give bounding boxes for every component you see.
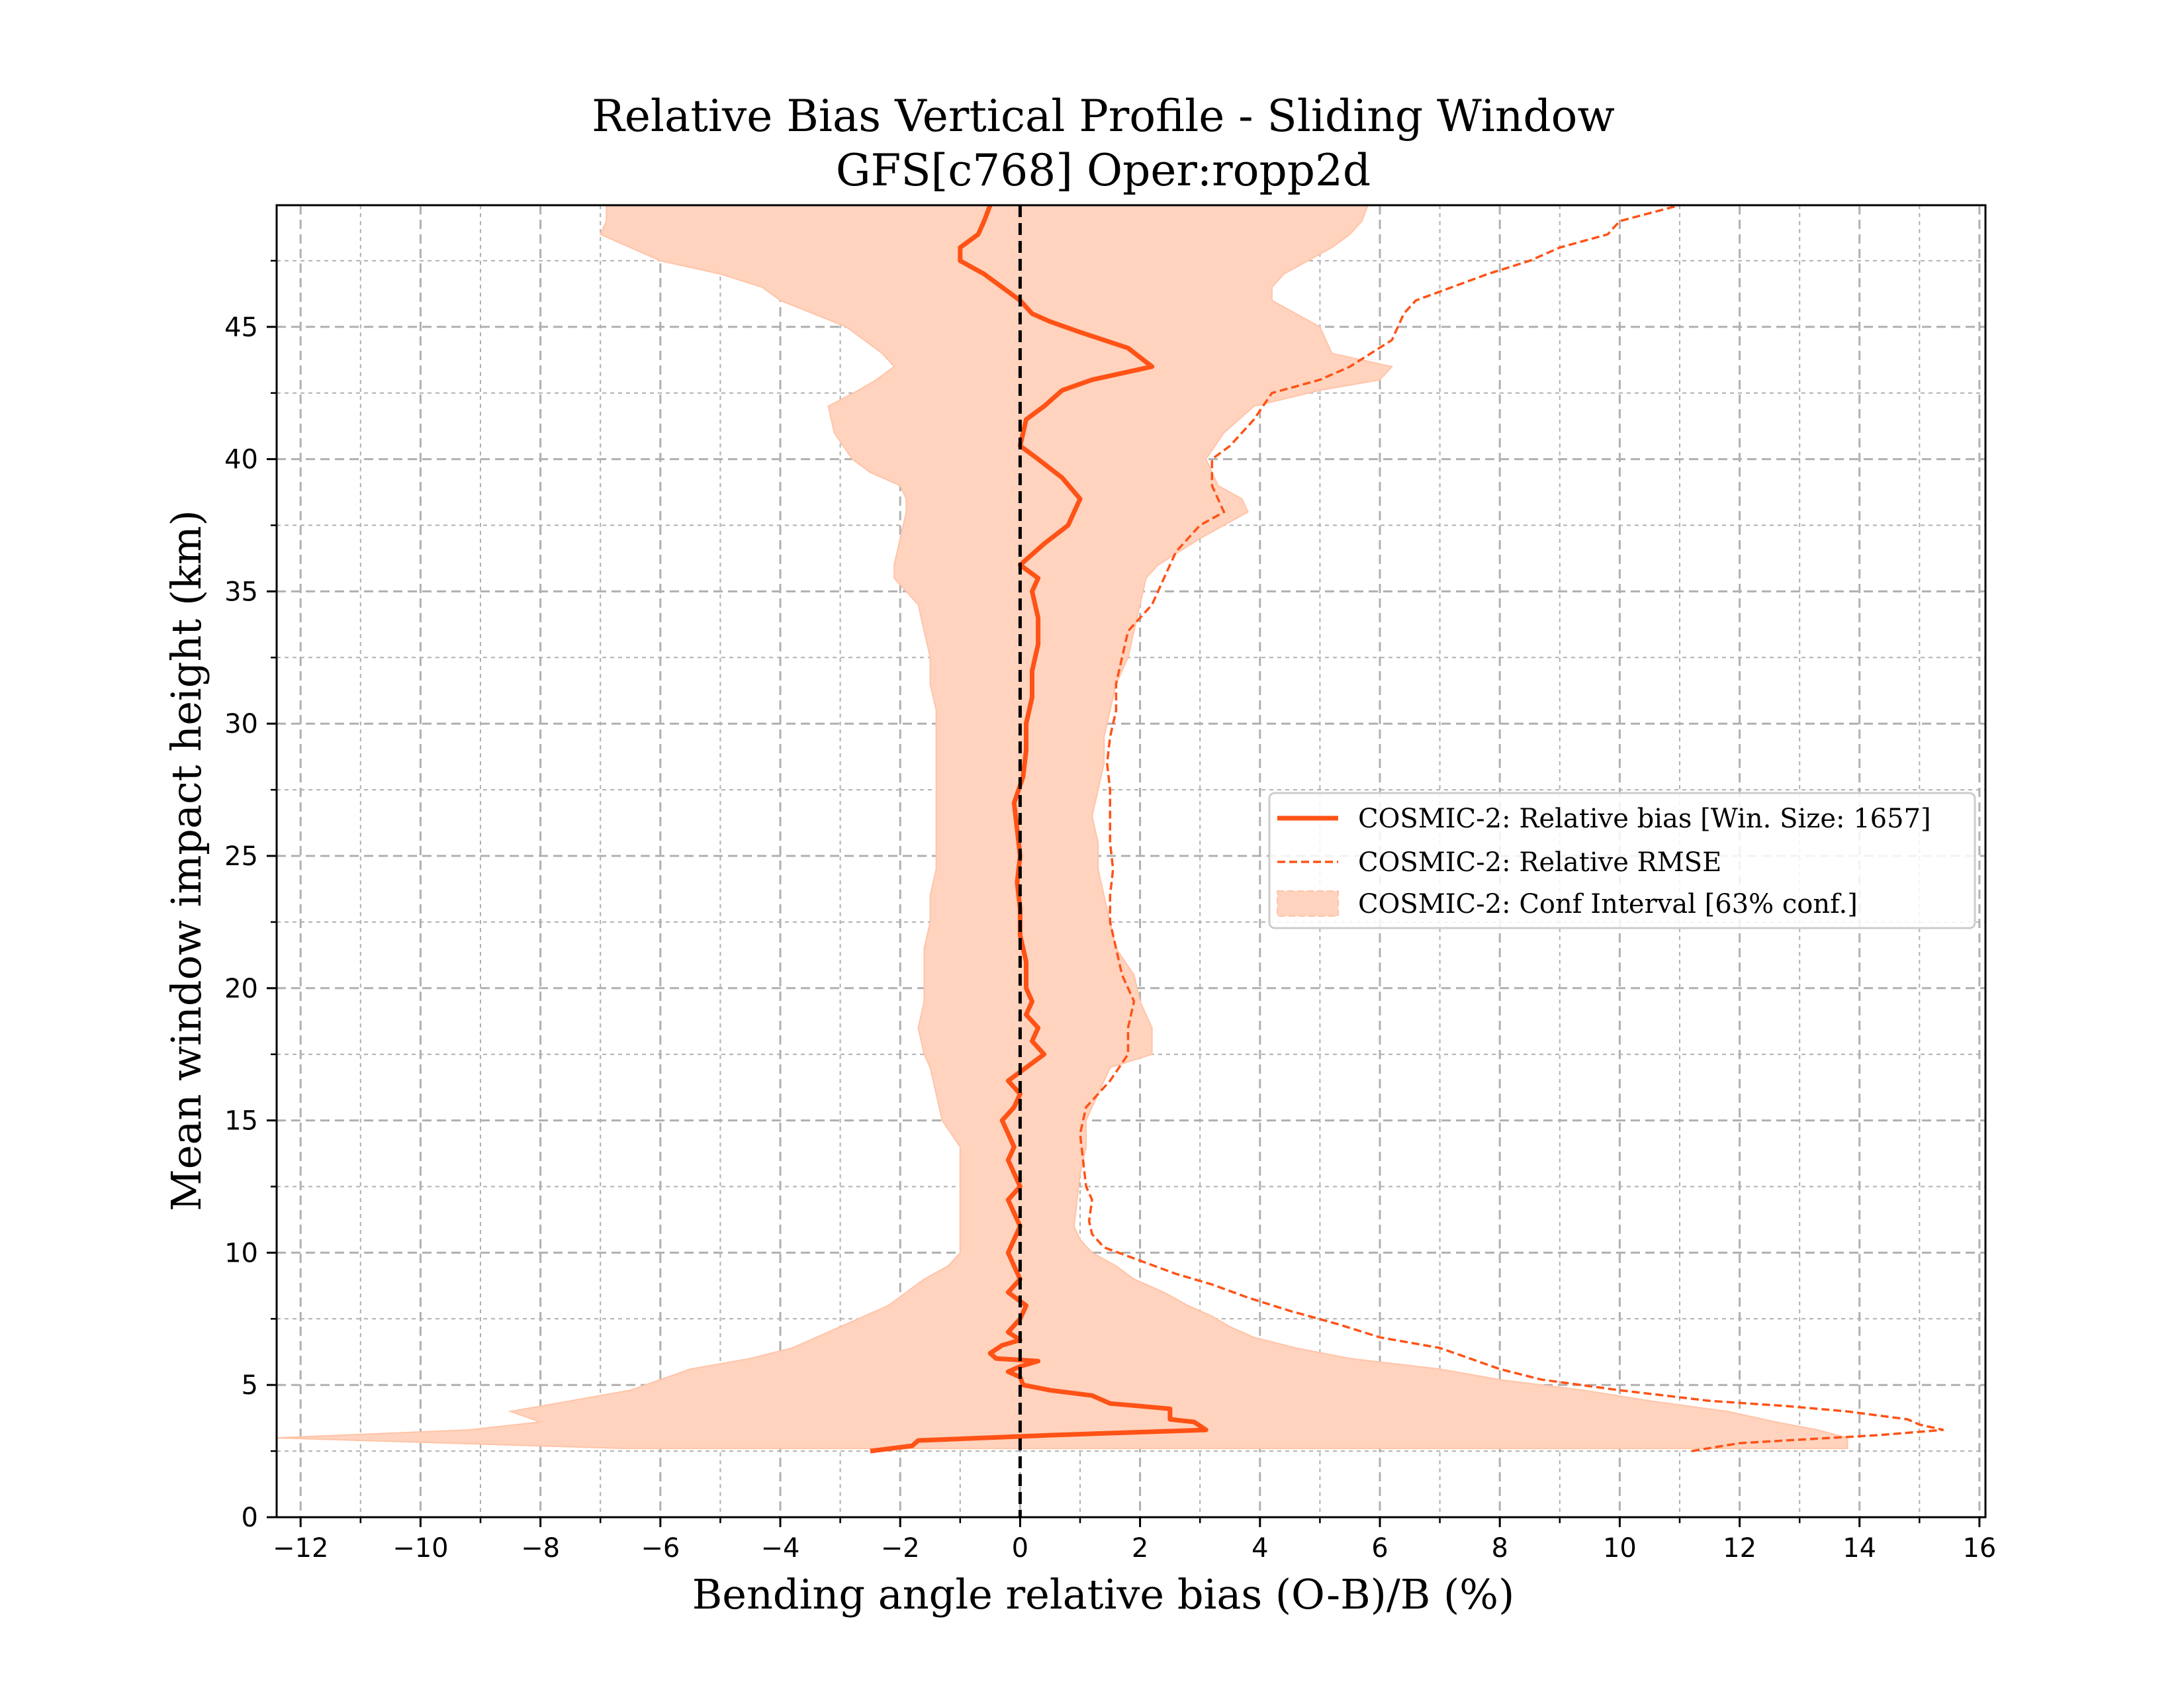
- legend-box: [1268, 792, 1976, 929]
- x-tick-label: −2: [881, 1533, 920, 1564]
- y-axis-ticks: 0 5 10 15 20 25 30 35 40 45: [224, 259, 277, 1533]
- y-tick-label: 25: [224, 841, 258, 872]
- x-tick-label: 8: [1491, 1533, 1508, 1564]
- y-tick-label: 20: [224, 974, 258, 1004]
- x-tick-label: 14: [1843, 1533, 1876, 1564]
- bias-line: [870, 204, 1208, 1454]
- x-tick-label: −6: [641, 1533, 680, 1564]
- legend-label-bias: COSMIC-2: Relative bias [Win. Size: 1657…: [1358, 804, 1931, 834]
- y-tick-label: 30: [224, 709, 258, 739]
- x-axis-ticks: −12 −10 −8 −6 −4 −2 0 2 4 6 8 10 12 14 16: [273, 1517, 1996, 1564]
- y-tick-label: 35: [224, 577, 258, 607]
- legend: COSMIC-2: Relative bias [Win. Size: 1657…: [1268, 792, 1976, 929]
- x-tick-label: −12: [273, 1533, 328, 1564]
- chart-subtitle: GFS[c768] Oper:ropp2d: [836, 145, 1371, 196]
- y-tick-label: 45: [224, 312, 258, 343]
- y-tick-label: 10: [224, 1238, 258, 1268]
- legend-label-confidence: COSMIC-2: Conf Interval [63% conf.]: [1358, 889, 1858, 919]
- y-tick-label: 5: [242, 1370, 258, 1401]
- x-tick-label: 2: [1132, 1533, 1148, 1564]
- y-axis-label: Mean window impact height (km): [162, 510, 210, 1211]
- rmse-line: [1079, 204, 1944, 1452]
- y-tick-label: 15: [224, 1106, 258, 1137]
- x-tick-label: 16: [1962, 1533, 1996, 1564]
- x-tick-label: −10: [392, 1533, 448, 1564]
- x-tick-label: 6: [1371, 1533, 1388, 1564]
- x-tick-label: 4: [1251, 1533, 1268, 1564]
- x-tick-label: −4: [761, 1533, 800, 1564]
- legend-swatch-confidence: [1277, 890, 1339, 917]
- x-tick-label: 10: [1603, 1533, 1637, 1564]
- x-tick-label: −8: [521, 1533, 560, 1564]
- y-tick-label: 0: [242, 1503, 258, 1533]
- x-axis-label: Bending angle relative bias (O-B)/B (%): [692, 1570, 1515, 1618]
- y-tick-label: 40: [224, 445, 258, 475]
- legend-label-rmse: COSMIC-2: Relative RMSE: [1358, 847, 1721, 878]
- x-tick-label: 12: [1723, 1533, 1756, 1564]
- plot-area: [275, 204, 1987, 1519]
- chart-title: Relative Bias Vertical Profile - Sliding…: [592, 91, 1615, 142]
- x-tick-label: 0: [1012, 1533, 1028, 1564]
- plot-frame: [275, 204, 1987, 1519]
